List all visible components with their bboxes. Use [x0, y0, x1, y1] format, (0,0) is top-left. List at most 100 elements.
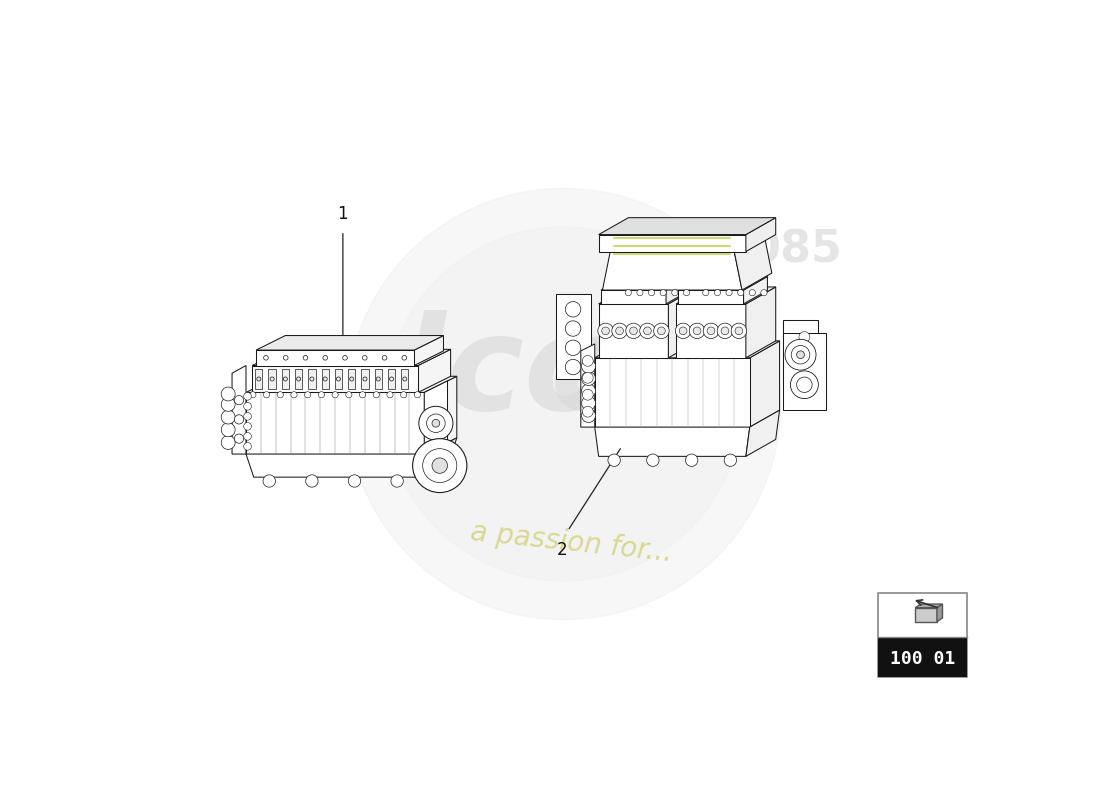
- Circle shape: [290, 392, 297, 398]
- Polygon shape: [255, 370, 263, 389]
- Circle shape: [244, 433, 252, 440]
- Text: 085: 085: [750, 229, 843, 271]
- Circle shape: [256, 377, 261, 381]
- Circle shape: [683, 290, 690, 296]
- Polygon shape: [334, 370, 342, 389]
- Circle shape: [284, 355, 288, 360]
- Circle shape: [244, 422, 252, 430]
- Polygon shape: [610, 234, 764, 251]
- Circle shape: [323, 377, 327, 381]
- Polygon shape: [595, 341, 780, 358]
- Circle shape: [785, 339, 816, 370]
- Circle shape: [284, 377, 287, 381]
- Circle shape: [432, 458, 448, 474]
- Circle shape: [221, 398, 235, 411]
- Circle shape: [264, 392, 270, 398]
- Circle shape: [304, 355, 308, 360]
- Circle shape: [703, 323, 718, 338]
- Polygon shape: [679, 277, 768, 290]
- Circle shape: [612, 323, 627, 338]
- Circle shape: [626, 323, 641, 338]
- Polygon shape: [282, 370, 289, 389]
- Circle shape: [427, 414, 446, 433]
- Circle shape: [234, 395, 244, 405]
- Polygon shape: [878, 593, 967, 678]
- Polygon shape: [415, 335, 443, 366]
- Circle shape: [625, 290, 631, 296]
- Polygon shape: [361, 370, 368, 389]
- Circle shape: [387, 392, 393, 398]
- Polygon shape: [268, 370, 276, 389]
- Circle shape: [761, 290, 767, 296]
- Polygon shape: [676, 304, 746, 358]
- Polygon shape: [385, 227, 742, 581]
- Polygon shape: [252, 366, 418, 393]
- Circle shape: [221, 387, 235, 401]
- Text: es: es: [549, 310, 717, 437]
- Circle shape: [271, 377, 274, 381]
- Circle shape: [389, 377, 394, 381]
- Circle shape: [234, 434, 244, 443]
- Circle shape: [799, 354, 810, 366]
- Polygon shape: [556, 294, 591, 378]
- Polygon shape: [418, 350, 451, 393]
- Circle shape: [402, 355, 407, 360]
- Circle shape: [582, 373, 593, 383]
- Circle shape: [644, 327, 651, 334]
- Circle shape: [221, 410, 235, 424]
- Circle shape: [345, 392, 352, 398]
- Circle shape: [717, 323, 733, 338]
- Circle shape: [297, 377, 300, 381]
- Circle shape: [373, 392, 380, 398]
- Circle shape: [565, 321, 581, 336]
- Polygon shape: [375, 370, 382, 389]
- Circle shape: [310, 377, 314, 381]
- Text: 2: 2: [557, 541, 568, 559]
- Polygon shape: [256, 335, 443, 350]
- Circle shape: [337, 377, 341, 381]
- Circle shape: [791, 371, 818, 398]
- Polygon shape: [783, 320, 818, 390]
- Polygon shape: [783, 333, 826, 410]
- Circle shape: [343, 355, 348, 360]
- Circle shape: [799, 332, 810, 342]
- Circle shape: [306, 475, 318, 487]
- Polygon shape: [669, 287, 698, 358]
- Polygon shape: [746, 287, 776, 358]
- Circle shape: [234, 414, 244, 424]
- Circle shape: [362, 355, 367, 360]
- Circle shape: [649, 290, 654, 296]
- Polygon shape: [276, 340, 433, 356]
- Text: a passion for...: a passion for...: [469, 518, 674, 567]
- Circle shape: [693, 327, 701, 334]
- Circle shape: [250, 392, 256, 398]
- Polygon shape: [878, 637, 967, 678]
- Circle shape: [565, 359, 581, 374]
- Circle shape: [685, 454, 697, 466]
- Circle shape: [582, 406, 593, 417]
- Circle shape: [679, 327, 688, 334]
- Circle shape: [726, 290, 733, 296]
- Polygon shape: [388, 370, 395, 389]
- Circle shape: [582, 396, 595, 410]
- Polygon shape: [744, 277, 768, 304]
- Circle shape: [672, 290, 678, 296]
- Circle shape: [244, 413, 252, 420]
- Circle shape: [263, 475, 275, 487]
- Circle shape: [382, 355, 387, 360]
- Circle shape: [703, 290, 708, 296]
- Circle shape: [305, 392, 311, 398]
- Polygon shape: [746, 218, 776, 251]
- Polygon shape: [676, 287, 776, 304]
- Circle shape: [349, 475, 361, 487]
- Circle shape: [690, 323, 705, 338]
- Circle shape: [738, 290, 744, 296]
- Polygon shape: [598, 218, 776, 234]
- Polygon shape: [598, 304, 669, 358]
- Circle shape: [221, 423, 235, 437]
- Circle shape: [791, 346, 810, 364]
- Circle shape: [277, 392, 284, 398]
- Circle shape: [400, 392, 407, 398]
- Circle shape: [647, 454, 659, 466]
- Circle shape: [582, 409, 595, 422]
